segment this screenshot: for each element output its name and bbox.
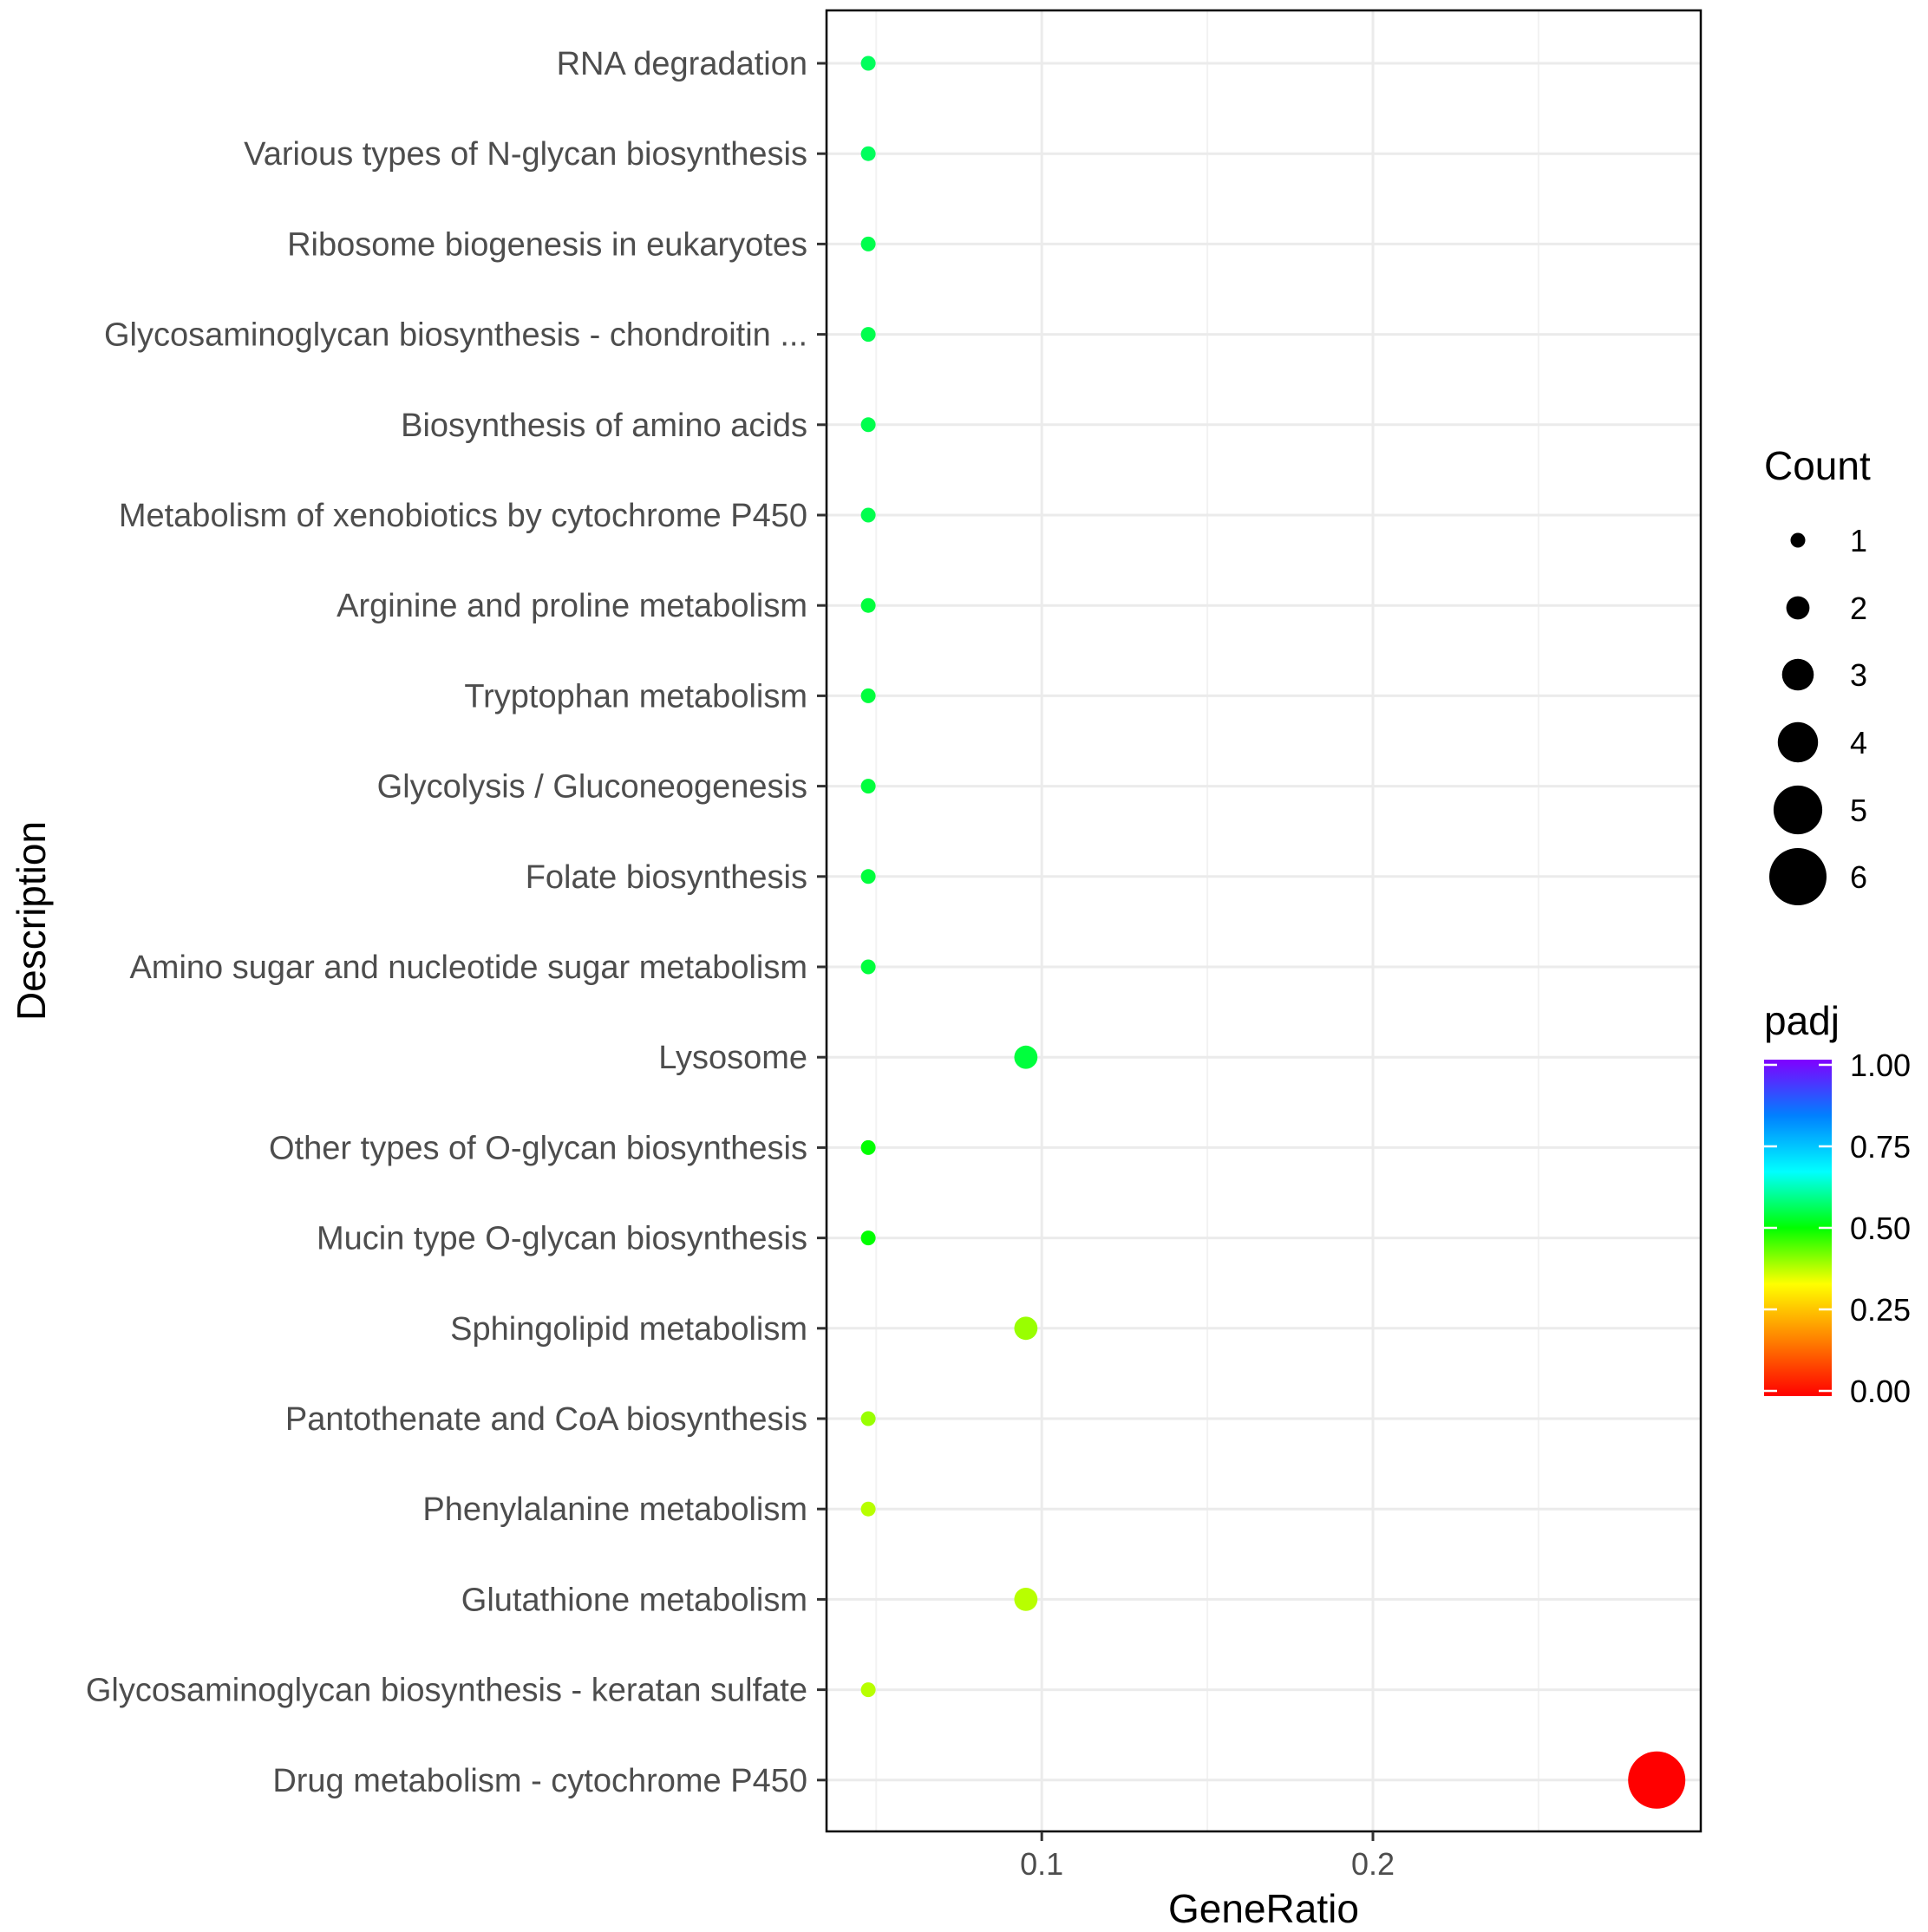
count-legend-key-6 [1769, 848, 1827, 905]
y-tick-label-lysosome: Lysosome [658, 1040, 807, 1076]
point-glycolysis-gluconeogenesis [860, 779, 876, 794]
count-legend-key-5 [1773, 785, 1823, 835]
point-phenylalanine-metabolism [860, 1501, 876, 1517]
count-legend-key-2 [1786, 596, 1810, 620]
point-tryptophan-metabolism [860, 688, 876, 703]
point-biosynthesis-of-amino-acids [860, 417, 876, 433]
point-glycosaminoglycan-biosynthesis-keratan-sulfate [860, 1682, 876, 1698]
y-tick-label-glycolysis-gluconeogenesis: Glycolysis / Gluconeogenesis [377, 769, 807, 806]
padj-legend-label: 1.00 [1850, 1048, 1911, 1083]
point-drug-metabolism-cytochrome-p450 [1628, 1751, 1686, 1809]
y-tick-label-glycosaminoglycan-biosynthesis-chondroitin: Glycosaminoglycan biosynthesis - chondro… [104, 317, 807, 354]
count-legend: Count 1 2 3 4 5 6 [1764, 443, 1871, 905]
count-legend-label-3: 3 [1850, 657, 1867, 693]
point-other-types-of-o-glycan-biosynthesis [860, 1139, 876, 1155]
y-tick-label-tryptophan-metabolism: Tryptophan metabolism [464, 678, 807, 715]
y-tick-label-pantothenate-and-coa-biosynthesis: Pantothenate and CoA biosynthesis [285, 1401, 807, 1438]
padj-legend: padj 1.00 0.75 0.50 0.25 0.00 [1764, 998, 1911, 1409]
count-legend-label-5: 5 [1850, 793, 1867, 828]
point-folate-biosynthesis [860, 869, 876, 884]
y-axis-title: Description [9, 821, 54, 1021]
padj-legend-label: 0.50 [1850, 1211, 1911, 1246]
x-axis-title: GeneRatio [1168, 1886, 1359, 1931]
grid-lines [827, 10, 1701, 1831]
y-tick-label-folate-biosynthesis: Folate biosynthesis [526, 859, 807, 896]
padj-legend-label: 0.00 [1850, 1374, 1911, 1409]
count-legend-label-6: 6 [1850, 859, 1867, 895]
x-tick-label: 0.1 [1020, 1846, 1063, 1882]
point-glycosaminoglycan-biosynthesis-chondroitin [860, 327, 876, 343]
padj-legend-label: 0.75 [1850, 1129, 1911, 1165]
point-amino-sugar-and-nucleotide-sugar-metabolism [860, 959, 876, 975]
y-tick-label-mucin-type-o-glycan-biosynthesis: Mucin type O-glycan biosynthesis [317, 1221, 807, 1257]
y-tick-label-amino-sugar-and-nucleotide-sugar-metabolism: Amino sugar and nucleotide sugar metabol… [129, 950, 807, 986]
point-rna-degradation [860, 55, 876, 71]
y-tick-label-metabolism-of-xenobiotics-by-cytochrome-p450: Metabolism of xenobiotics by cytochrome … [119, 498, 807, 534]
x-tick-label: 0.2 [1351, 1846, 1395, 1882]
count-legend-key-3 [1781, 658, 1814, 691]
y-tick-label-sphingolipid-metabolism: Sphingolipid metabolism [450, 1311, 807, 1348]
point-sphingolipid-metabolism [1014, 1316, 1038, 1341]
point-ribosome-biogenesis-in-eukaryotes [860, 236, 876, 251]
point-pantothenate-and-coa-biosynthesis [860, 1411, 876, 1426]
y-tick-label-drug-metabolism-cytochrome-p450: Drug metabolism - cytochrome P450 [272, 1763, 807, 1799]
point-mucin-type-o-glycan-biosynthesis [860, 1230, 876, 1246]
point-metabolism-of-xenobiotics-by-cytochrome-p450 [860, 507, 876, 523]
count-legend-title: Count [1764, 443, 1871, 488]
count-legend-label-4: 4 [1850, 725, 1867, 760]
padj-legend-title: padj [1764, 998, 1840, 1043]
padj-legend-label: 0.25 [1850, 1292, 1911, 1328]
plot-panel-border [825, 9, 1703, 1833]
count-legend-key-1 [1790, 532, 1806, 548]
count-legend-label-1: 1 [1850, 523, 1867, 558]
data-points [860, 55, 1686, 1809]
point-arginine-and-proline-metabolism [860, 597, 876, 613]
point-lysosome [1014, 1045, 1038, 1069]
y-tick-label-rna-degradation: RNA degradation [557, 46, 807, 82]
y-tick-label-glycosaminoglycan-biosynthesis-keratan-sulfate: Glycosaminoglycan biosynthesis - keratan… [86, 1673, 807, 1709]
x-axis: 0.1 0.2 [1020, 1831, 1395, 1882]
y-axis: RNA degradation Various types of N-glycan… [86, 46, 827, 1799]
y-tick-label-glutathione-metabolism: Glutathione metabolism [461, 1582, 807, 1618]
point-glutathione-metabolism [1014, 1588, 1038, 1611]
count-legend-key-4 [1777, 721, 1819, 763]
y-tick-label-various-types-of-n-glycan-biosynthesis: Various types of N-glycan biosynthesis [244, 136, 807, 173]
y-tick-label-biosynthesis-of-amino-acids: Biosynthesis of amino acids [401, 408, 807, 444]
point-various-types-of-n-glycan-biosynthesis [860, 146, 876, 161]
y-tick-label-phenylalanine-metabolism: Phenylalanine metabolism [422, 1491, 807, 1528]
y-tick-label-ribosome-biogenesis-in-eukaryotes: Ribosome biogenesis in eukaryotes [287, 226, 807, 263]
y-tick-label-other-types-of-o-glycan-biosynthesis: Other types of O-glycan biosynthesis [269, 1130, 807, 1166]
y-tick-label-arginine-and-proline-metabolism: Arginine and proline metabolism [337, 588, 807, 624]
count-legend-label-2: 2 [1850, 591, 1867, 626]
